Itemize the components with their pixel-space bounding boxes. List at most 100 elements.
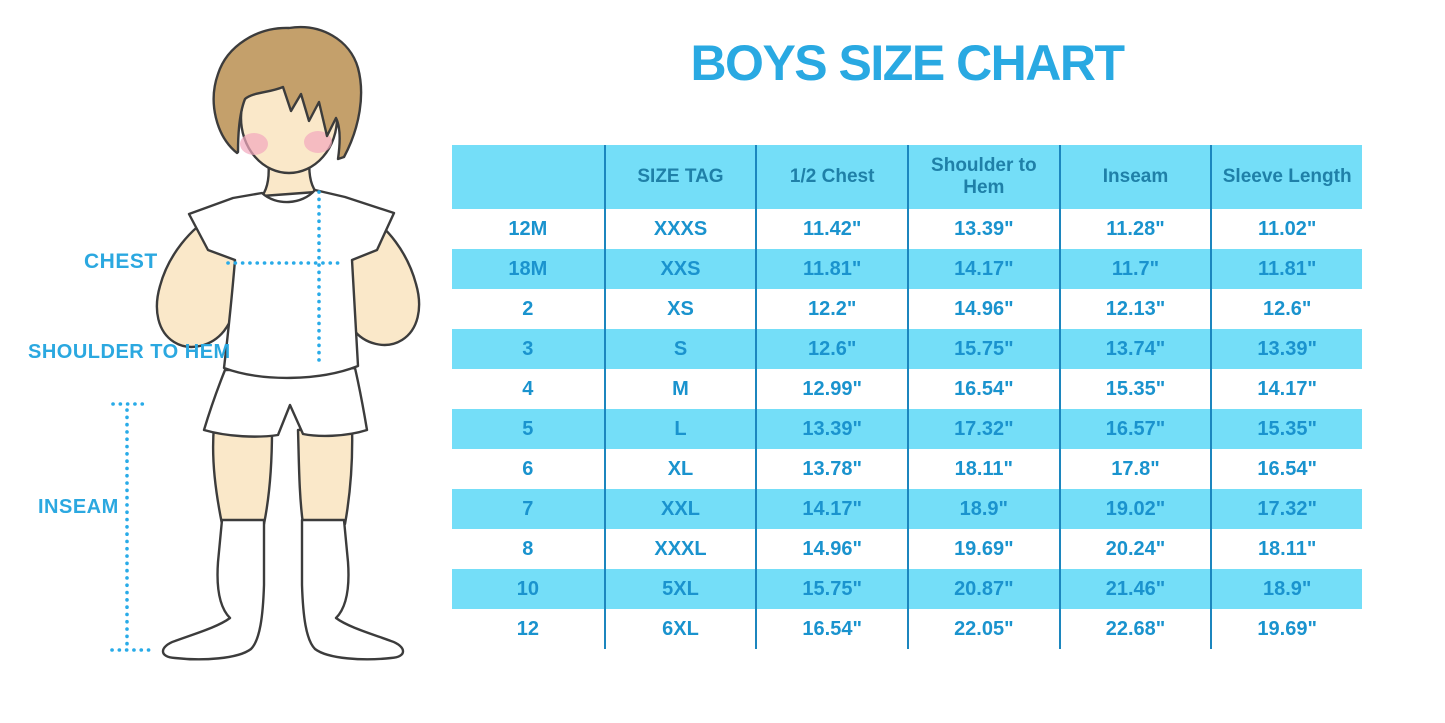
table-row: 8 XXXL 14.96" 19.69" 20.24" 18.11" xyxy=(452,529,1362,569)
table-row: 6 XL 13.78" 18.11" 17.8" 16.54" xyxy=(452,449,1362,489)
table-cell: M xyxy=(603,369,756,409)
boy-socks xyxy=(161,518,405,661)
table-cell: 13.39" xyxy=(1210,329,1362,369)
table-cell: L xyxy=(603,409,756,449)
table-cell: 12.99" xyxy=(755,369,907,409)
header-cell-size-tag: SIZE TAG xyxy=(603,145,756,209)
table-cell: 2 xyxy=(522,297,534,320)
table-cell: 5 xyxy=(522,417,534,440)
table-row: 12M XXXS 11.42" 13.39" 11.28" 11.02" xyxy=(452,209,1362,249)
table-cell: 17.32" xyxy=(907,409,1059,449)
header-cell-shoulder-to-hem: Shoulder to Hem xyxy=(907,145,1059,209)
table-cell: 11.7" xyxy=(1058,249,1211,289)
table-cell: XXL xyxy=(603,489,756,529)
table-cell: 13.39" xyxy=(907,209,1059,249)
table-cell: 16.54" xyxy=(907,369,1059,409)
table-cell: 17.32" xyxy=(1210,489,1362,529)
table-cell: 11.42" xyxy=(755,209,907,249)
table-cell: XXXL xyxy=(603,529,756,569)
boy-illustration xyxy=(110,25,421,661)
measurement-figure: CHEST SHOULDER TO HEM INSEAM xyxy=(0,0,450,723)
table-cell: 15.35" xyxy=(1058,369,1211,409)
table-cell: XS xyxy=(603,289,756,329)
table-cell: 19.69" xyxy=(1210,609,1362,649)
table-cell: 13.39" xyxy=(755,409,907,449)
table-row: 18M XXS 11.81" 14.17" 11.7" 11.81" xyxy=(452,249,1362,289)
table-cell: 5XL xyxy=(603,569,756,609)
inseam-label: INSEAM xyxy=(38,496,119,518)
table-cell: 3 xyxy=(522,337,534,360)
table-cell: 10 xyxy=(516,577,539,600)
table-cell: 11.28" xyxy=(1058,209,1211,249)
table-cell: 18M xyxy=(508,257,548,280)
table-cell: 12 xyxy=(516,617,539,640)
table-cell: 18.9" xyxy=(1210,569,1362,609)
table-cell: 12.2" xyxy=(755,289,907,329)
measurement-guides xyxy=(110,190,346,652)
table-cell: 12.6" xyxy=(755,329,907,369)
table-cell: 20.24" xyxy=(1058,529,1211,569)
boy-head xyxy=(212,25,363,198)
table-row: 2 XS 12.2" 14.96" 12.13" 12.6" xyxy=(452,289,1362,329)
table-cell: XXS xyxy=(603,249,756,289)
table-cell: 15.35" xyxy=(1210,409,1362,449)
table-cell: S xyxy=(603,329,756,369)
header-cell-size xyxy=(452,145,604,209)
size-table-body: 12M XXXS 11.42" 13.39" 11.28" 11.02" 18M… xyxy=(452,209,1362,649)
table-row: 7 XXL 14.17" 18.9" 19.02" 17.32" xyxy=(452,489,1362,529)
table-row: 3 S 12.6" 15.75" 13.74" 13.39" xyxy=(452,329,1362,369)
table-cell: 4 xyxy=(522,377,534,400)
table-row: 10 5XL 15.75" 20.87" 21.46" 18.9" xyxy=(452,569,1362,609)
table-cell: 8 xyxy=(522,537,534,560)
table-cell: 16.54" xyxy=(1210,449,1362,489)
table-cell: 11.81" xyxy=(755,249,907,289)
boy-shorts xyxy=(202,366,369,438)
size-table-header-row: SIZE TAG 1/2 Chest Shoulder to Hem Insea… xyxy=(452,145,1362,209)
header-cell-half-chest: 1/2 Chest xyxy=(755,145,907,209)
header-cell-inseam: Inseam xyxy=(1058,145,1211,209)
table-cell: 14.17" xyxy=(1210,369,1362,409)
table-cell: 11.02" xyxy=(1210,209,1362,249)
table-cell: XXXS xyxy=(603,209,756,249)
boy-shirt xyxy=(187,188,396,380)
table-cell: 11.81" xyxy=(1210,249,1362,289)
table-cell: 18.11" xyxy=(907,449,1059,489)
table-cell: 19.02" xyxy=(1058,489,1211,529)
left-cheek xyxy=(240,133,268,155)
table-row: 4 M 12.99" 16.54" 15.35" 14.17" xyxy=(452,369,1362,409)
right-cheek xyxy=(304,131,332,153)
table-row: 5 L 13.39" 17.32" 16.57" 15.35" xyxy=(452,409,1362,449)
table-cell: 16.57" xyxy=(1058,409,1211,449)
boy-hair xyxy=(212,25,363,161)
header-cell-sleeve-length: Sleeve Length xyxy=(1210,145,1362,209)
table-cell: 19.69" xyxy=(907,529,1059,569)
size-table: SIZE TAG 1/2 Chest Shoulder to Hem Insea… xyxy=(452,145,1362,649)
table-cell: 7 xyxy=(522,497,534,520)
table-cell: 18.11" xyxy=(1210,529,1362,569)
table-cell: 20.87" xyxy=(907,569,1059,609)
table-cell: 14.96" xyxy=(907,289,1059,329)
table-cell: 14.96" xyxy=(755,529,907,569)
table-cell: 16.54" xyxy=(755,609,907,649)
chest-label: CHEST xyxy=(84,250,158,273)
table-cell: 14.17" xyxy=(755,489,907,529)
table-cell: 14.17" xyxy=(907,249,1059,289)
table-cell: 15.75" xyxy=(907,329,1059,369)
table-cell: 6XL xyxy=(603,609,756,649)
table-cell: 17.8" xyxy=(1058,449,1211,489)
table-cell: 12.6" xyxy=(1210,289,1362,329)
table-cell: 13.74" xyxy=(1058,329,1211,369)
table-row: 12 6XL 16.54" 22.05" 22.68" 19.69" xyxy=(452,609,1362,649)
page-title: BOYS SIZE CHART xyxy=(690,35,1125,91)
table-cell: 12M xyxy=(508,217,548,240)
table-cell: 18.9" xyxy=(907,489,1059,529)
table-cell: 15.75" xyxy=(755,569,907,609)
boy-legs xyxy=(211,424,354,526)
table-cell: 6 xyxy=(522,457,534,480)
table-cell: 12.13" xyxy=(1058,289,1211,329)
table-cell: 21.46" xyxy=(1058,569,1211,609)
table-cell: 13.78" xyxy=(755,449,907,489)
table-cell: 22.68" xyxy=(1058,609,1211,649)
shoulder-to-hem-label: SHOULDER TO HEM xyxy=(28,341,231,363)
